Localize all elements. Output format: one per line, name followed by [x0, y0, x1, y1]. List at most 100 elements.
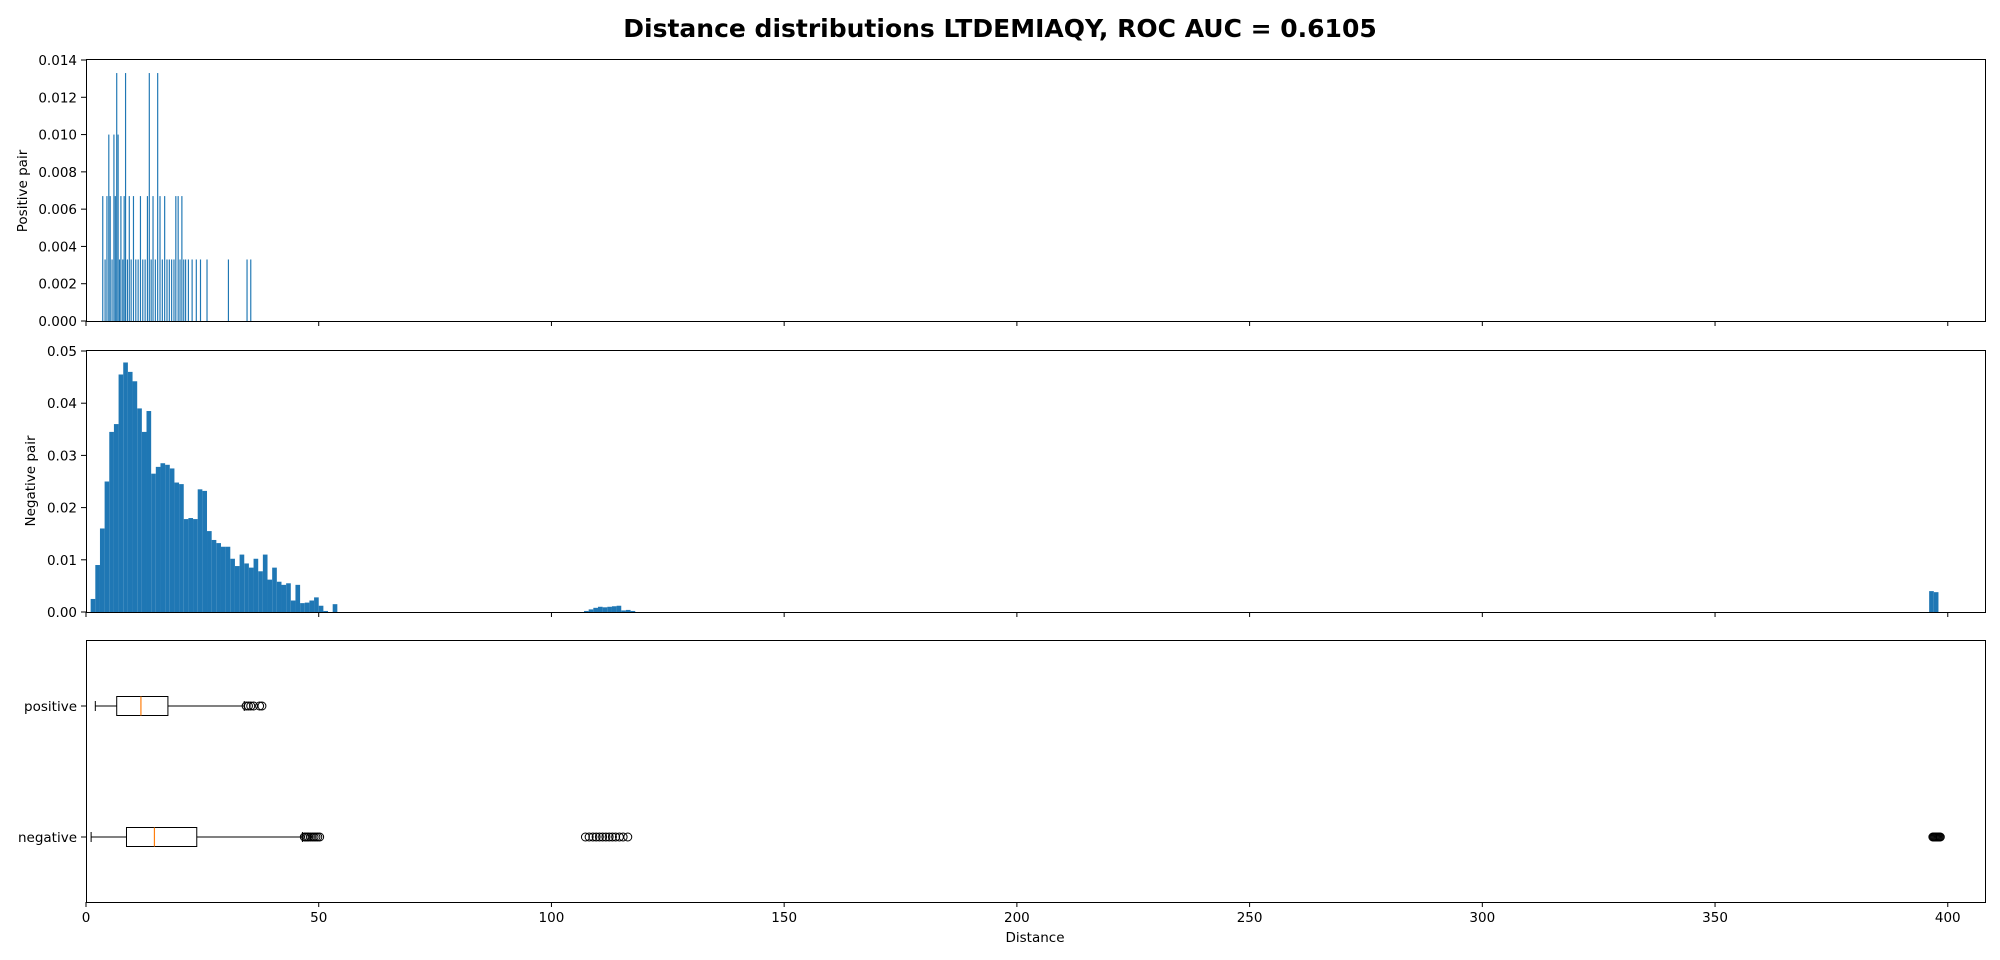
positive-pair-y-ticks: 0.000 0.002 0.004 0.006 0.008 0.010 0.012 0.014: [38, 53, 86, 330]
y-tick-label: 0.03: [47, 448, 77, 464]
outlier-point: [588, 832, 598, 842]
negative-pair-bar: [281, 584, 287, 612]
positive-pair-histogram: 0.000 0.002 0.004 0.006 0.008 0.010 0.012 0.014…: [15, 53, 1986, 330]
positive-pair-bar: [109, 196, 111, 321]
outlier-point: [607, 832, 617, 842]
negative-pair-bar: [230, 558, 235, 612]
outlier-point: [580, 832, 590, 842]
positive-pair-bar: [114, 196, 116, 321]
outlier-point: [604, 832, 614, 842]
boxplot-boxes: [90, 696, 1945, 847]
negative-pair-histogram: 0.00 0.01 0.02 0.03 0.04 0.05 Negative pair: [23, 344, 1986, 621]
positive-pair-bar: [152, 196, 154, 321]
negative-pair-bar: [113, 424, 119, 612]
positive-pair-bar: [116, 73, 118, 321]
negative-pair-bar: [160, 463, 166, 612]
negative-pair-bar: [630, 610, 636, 612]
outlier-point: [315, 832, 325, 842]
negative-pair-bar: [234, 566, 240, 612]
negative-pair-bar: [593, 607, 598, 612]
chart-title: Distance distributions LTDEMIAQY, ROC AU…: [623, 14, 1377, 43]
negative-pair-bar: [248, 567, 254, 612]
positive-pair-bar: [104, 259, 106, 321]
boxplot-x-ticks: 0 50 100 150 200 250 300 350 400: [82, 902, 1961, 926]
negative-pair-bar: [332, 604, 338, 612]
positive-pair-bar: [175, 196, 177, 321]
positive-pair-bar: [195, 259, 197, 321]
negative-pair-bar: [220, 546, 226, 612]
positive-pair-bar: [157, 73, 159, 321]
outlier-point: [594, 832, 604, 842]
positive-pair-bar: [123, 196, 125, 321]
negative-pair-bar: [109, 431, 114, 612]
box-iqr: [116, 696, 169, 716]
negative-pair-bar: [1929, 591, 1934, 612]
distance-boxplot: positive negative 0 50 100 150 200 250 300 350 40…: [18, 640, 1986, 946]
outlier-point: [1935, 832, 1945, 842]
negative-pair-bar: [165, 464, 170, 612]
negative-pair-bar: [104, 481, 110, 612]
positive-pair-bar: [177, 196, 179, 321]
y-tick-label: 0.014: [38, 53, 77, 69]
positive-pair-bar: [108, 134, 110, 321]
negative-pair-bar: [611, 606, 617, 612]
positive-pair-bar: [206, 259, 208, 321]
outlier-point: [246, 701, 256, 711]
positive-pair-bar: [146, 196, 149, 321]
positive-pair-bar: [168, 259, 170, 321]
negative-pair-bar: [588, 609, 594, 612]
positive-pair-bar: [118, 259, 121, 321]
positive-pair-bar: [122, 259, 124, 321]
outlier-point: [241, 701, 251, 711]
negative-pair-bar: [272, 567, 277, 612]
positive-pair-bar: [135, 259, 137, 321]
negative-pair-bar: [584, 610, 589, 612]
positive-pair-bar: [227, 259, 230, 321]
negative-pair-bar: [127, 371, 133, 612]
y-tick-label: 0.00: [47, 605, 77, 621]
negative-pair-bar: [621, 610, 626, 612]
negative-pair-bar: [174, 482, 180, 612]
x-tick-label: 50: [310, 910, 327, 926]
y-tick-label: 0.002: [38, 277, 77, 293]
negative-pair-bar: [239, 554, 245, 612]
outlier-point: [601, 832, 611, 842]
negative-pair-bar: [179, 484, 184, 612]
positive-pair-bar: [111, 259, 113, 321]
y-tick-label: 0.004: [38, 239, 77, 255]
negative-pair-bar: [314, 597, 319, 612]
positive-pair-bar: [113, 134, 115, 321]
category-label: positive: [24, 699, 77, 715]
negative-pair-bar: [318, 605, 324, 612]
positive-pair-bar: [199, 259, 202, 321]
y-tick-label: 0.02: [47, 501, 77, 517]
positive-pair-bar: [132, 196, 135, 321]
negative-pair-bar: [193, 519, 198, 612]
positive-pair-bar: [130, 259, 132, 321]
negative-pair-bar: [597, 606, 603, 612]
outlier-point: [584, 832, 594, 842]
positive-pair-bar: [191, 259, 193, 321]
y-tick-label: 0.008: [38, 165, 77, 181]
negative-pair-bar: [118, 374, 124, 612]
boxplot-y-ticks: positive negative: [18, 699, 86, 846]
positive-pair-bar: [142, 259, 144, 321]
category-label: negative: [18, 830, 77, 846]
positive-pair-bar: [148, 73, 150, 321]
negative-pair-bar: [137, 408, 142, 612]
outlier-point: [618, 832, 628, 842]
boxplot-axes-frame: [86, 640, 1986, 903]
negative-pair-bar: [616, 605, 622, 612]
positive-pair-bar: [120, 196, 122, 321]
positive-pair-bar: [124, 73, 127, 321]
y-tick-label: 0.04: [47, 396, 77, 412]
positive-pair-bar: [179, 259, 181, 321]
negative-pair-bar: [90, 598, 96, 612]
y-tick-label: 0.01: [47, 553, 77, 569]
negative-pair-bar: [211, 539, 217, 612]
x-tick-label: 150: [771, 910, 797, 926]
positive-pair-bar: [139, 196, 142, 321]
negative-pair-bar: [262, 554, 268, 612]
positive-pair-bar: [144, 259, 146, 321]
